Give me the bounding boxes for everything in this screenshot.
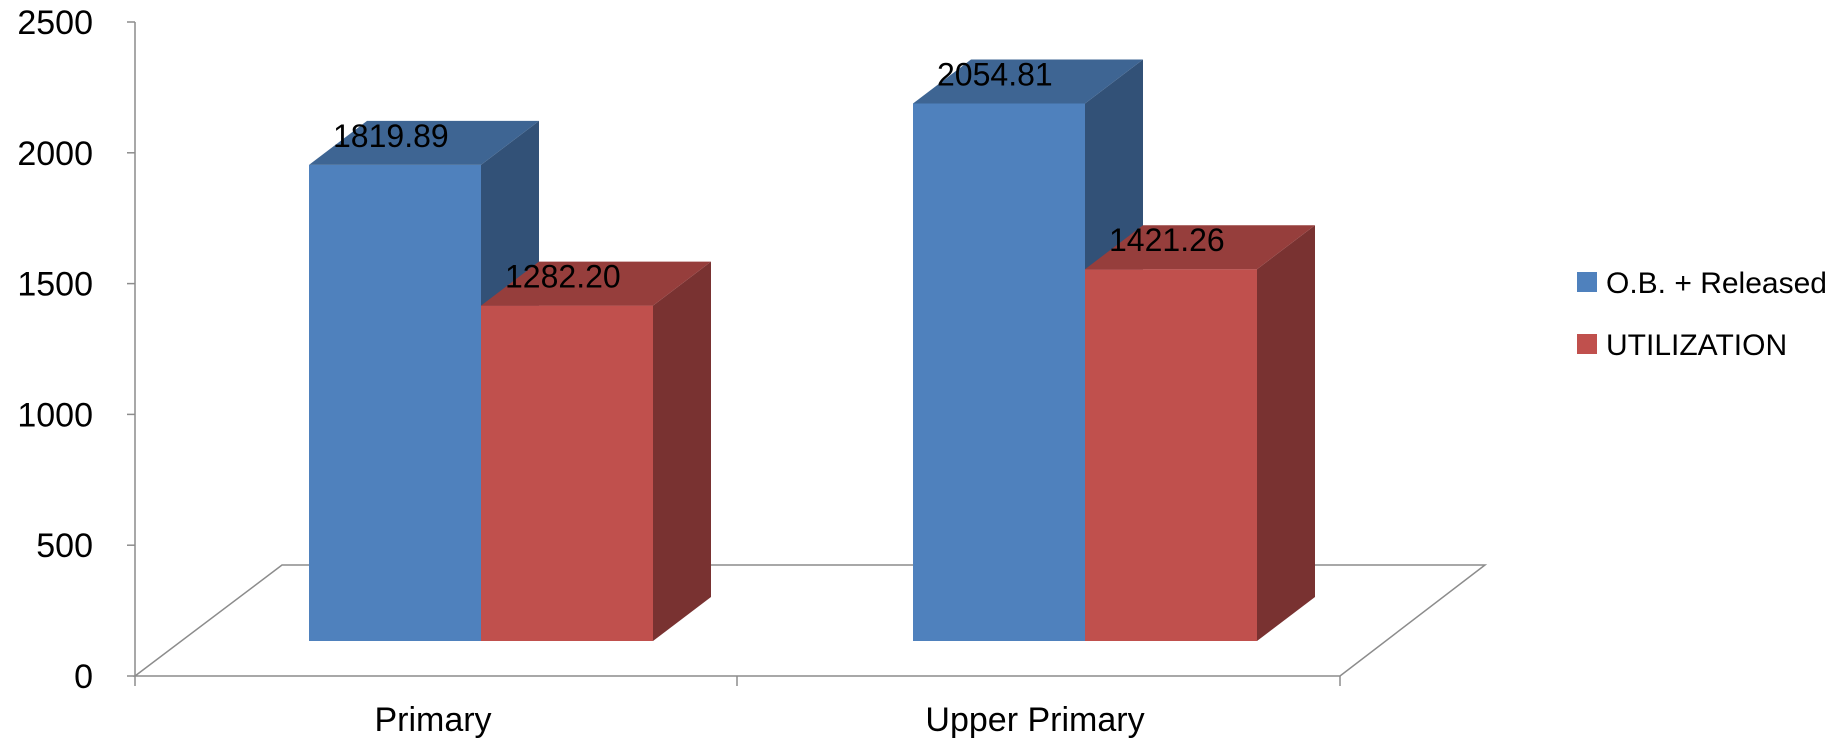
data-label: 1421.26 xyxy=(1109,222,1225,258)
data-label: 1282.20 xyxy=(505,259,621,295)
y-tick-label: 1000 xyxy=(17,396,93,434)
data-label: 2054.81 xyxy=(937,56,1053,92)
x-category-label: Primary xyxy=(374,701,491,739)
y-tick-label: 500 xyxy=(36,527,93,565)
bar-side xyxy=(1257,225,1315,642)
bar-top xyxy=(1085,225,1315,270)
bar-front-utilization xyxy=(1085,269,1257,641)
bar-top xyxy=(913,59,1143,104)
y-tick-label: 0 xyxy=(74,658,93,696)
bar-side xyxy=(653,261,711,641)
bar-top xyxy=(481,261,711,306)
legend-label: UTILIZATION xyxy=(1606,329,1787,362)
bar-front-ob-released xyxy=(913,103,1085,642)
bar-front-ob-released xyxy=(309,164,481,641)
legend-label: O.B. + Released xyxy=(1606,267,1827,300)
bar-front-utilization xyxy=(481,305,653,641)
data-label: 1819.89 xyxy=(333,118,449,154)
chart-floor xyxy=(132,564,1488,677)
bar-top xyxy=(309,120,539,165)
legend-swatch xyxy=(1577,272,1597,292)
y-tick-label: 2500 xyxy=(17,4,93,42)
x-category-label: Upper Primary xyxy=(925,701,1144,739)
y-tick-label: 1500 xyxy=(17,266,93,304)
legend-swatch xyxy=(1577,334,1597,354)
y-tick-label: 2000 xyxy=(17,135,93,173)
